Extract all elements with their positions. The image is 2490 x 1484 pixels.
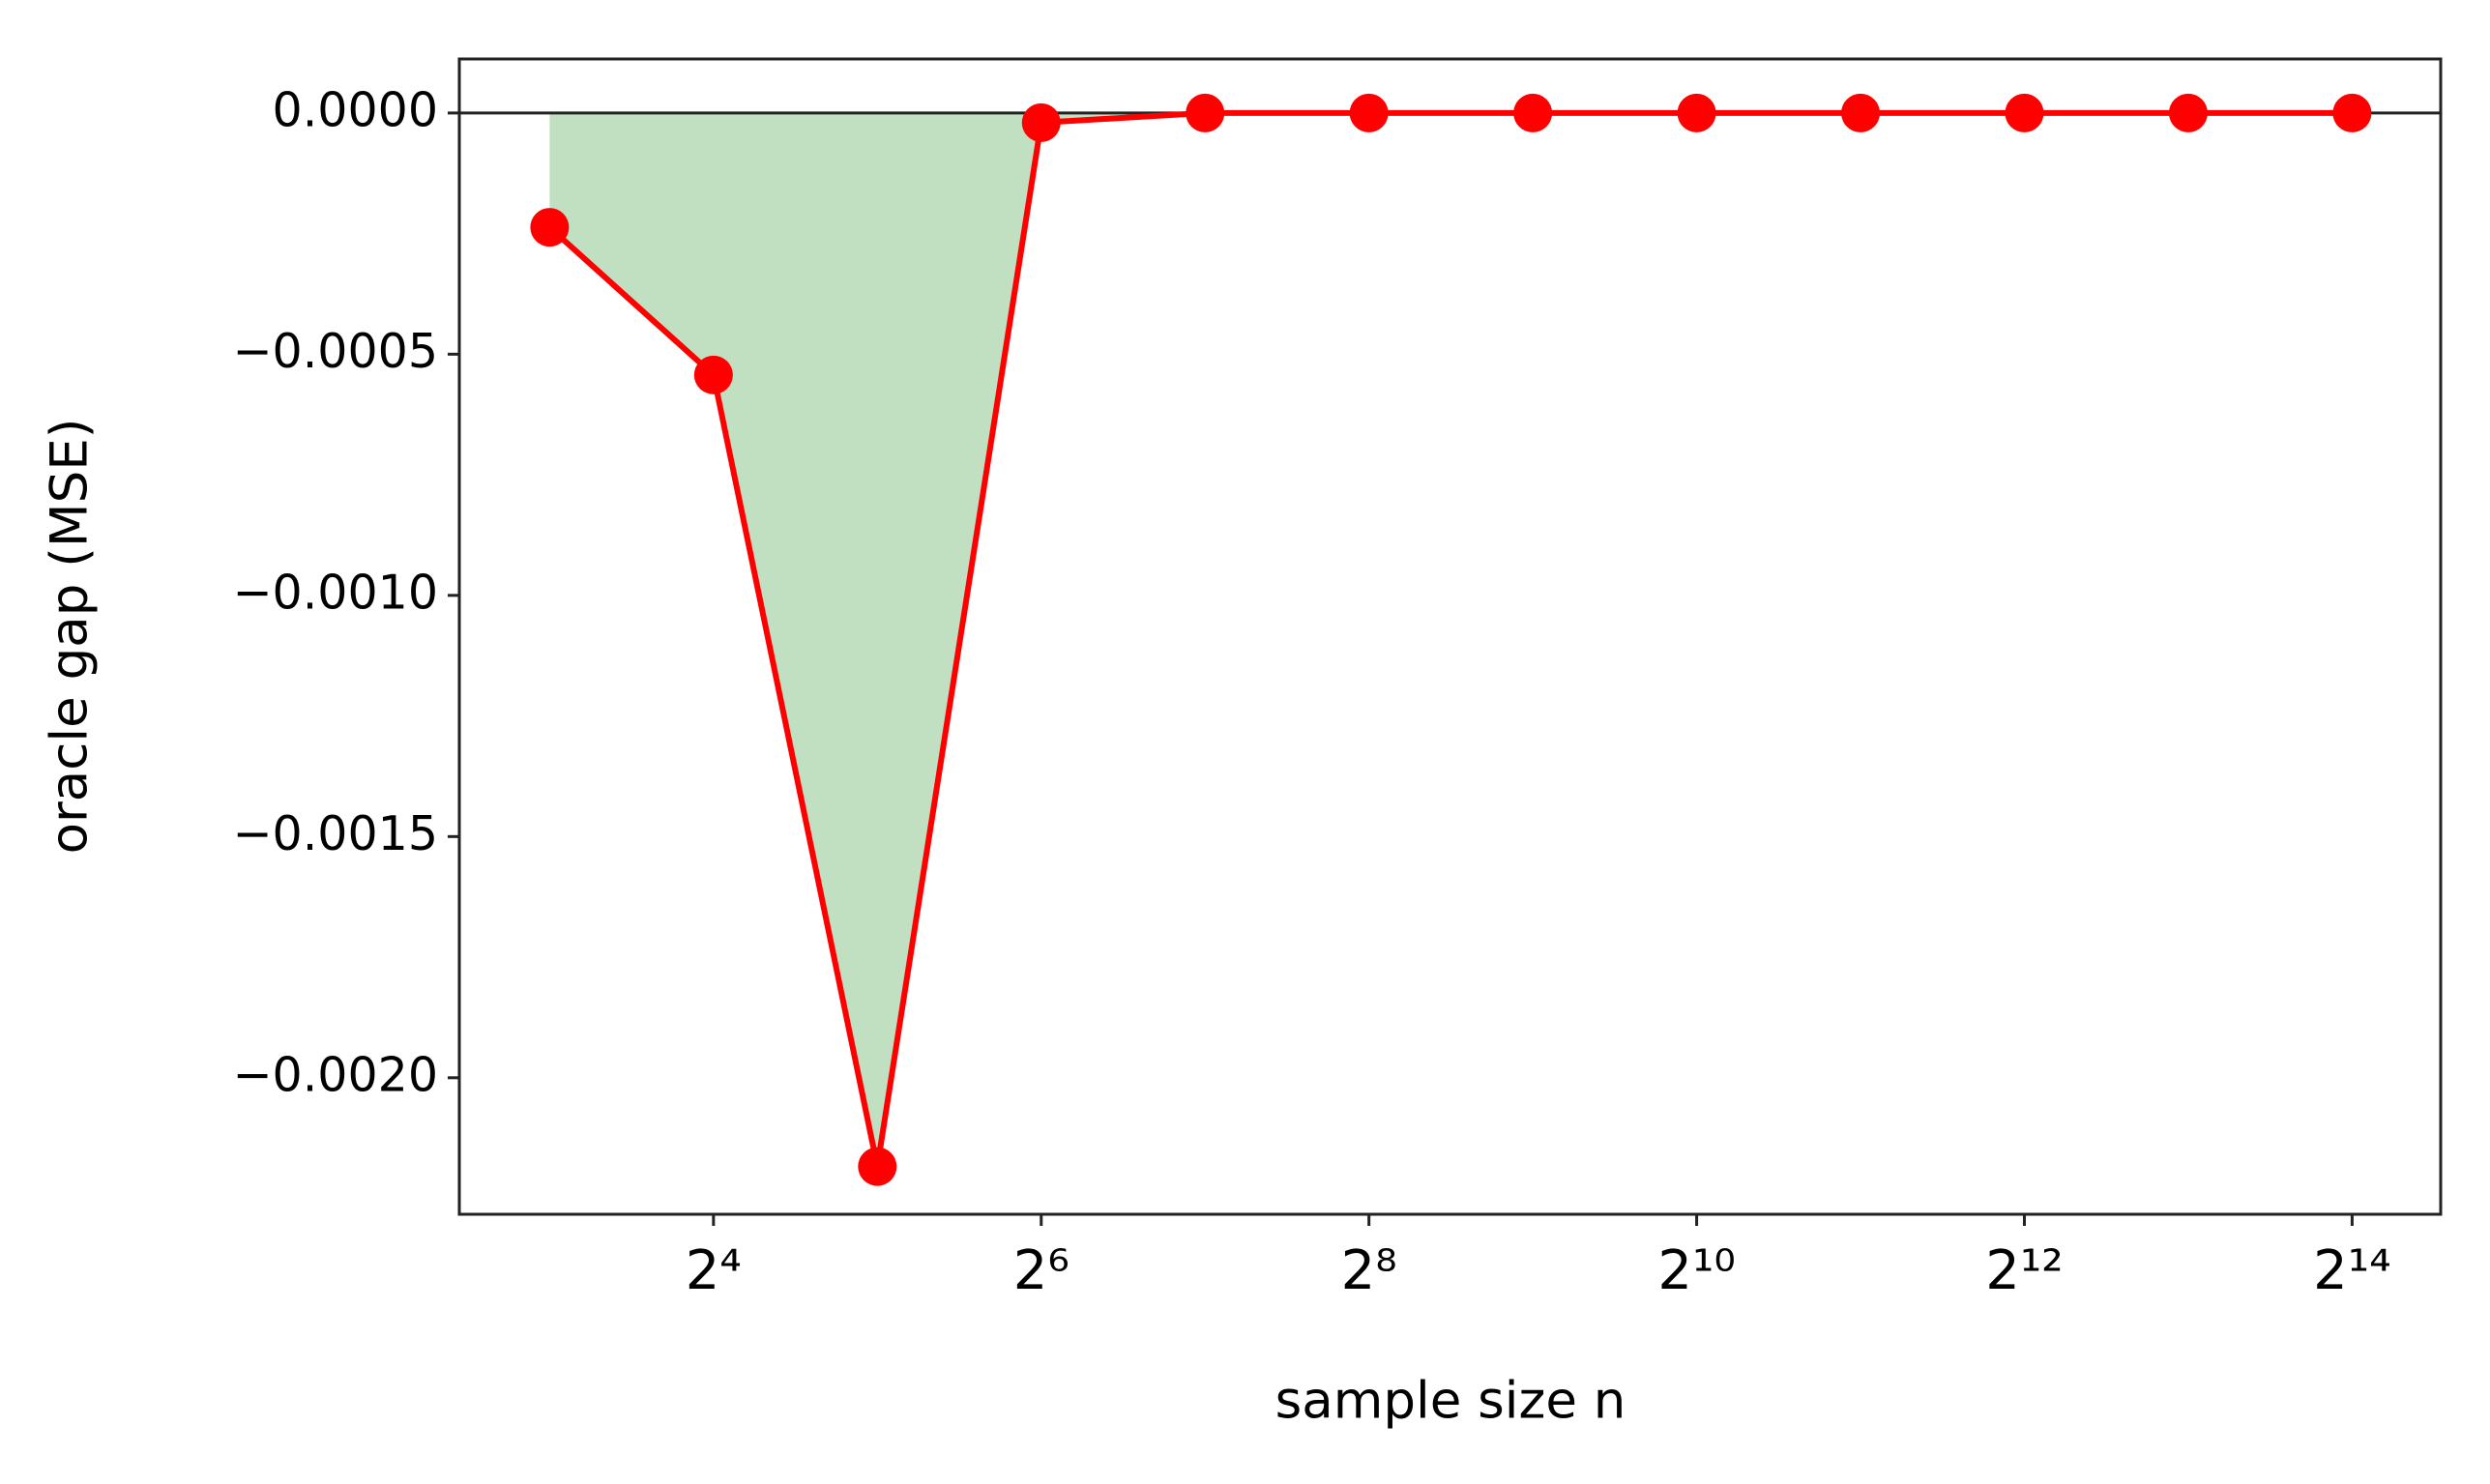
y-tick-label: −0.0005	[232, 324, 438, 379]
x-tick-label: 2¹⁰	[1657, 1239, 1736, 1302]
data-point	[858, 1147, 897, 1186]
data-point	[1513, 93, 1553, 132]
x-tick-label: 2¹²	[1985, 1239, 2064, 1302]
data-point	[530, 208, 570, 247]
data-point	[1186, 93, 1225, 132]
x-tick-label: 2¹⁴	[2313, 1239, 2391, 1302]
x-axis-label: sample size n	[1275, 1372, 1626, 1431]
data-point	[2168, 93, 2208, 132]
x-tick-label: 2⁸	[1341, 1239, 1397, 1302]
y-tick-label: −0.0015	[232, 806, 438, 861]
data-point	[1349, 93, 1389, 132]
data-point	[2005, 93, 2044, 132]
y-axis-label: oracle gap (MSE)	[41, 419, 100, 855]
x-tick-label: 2⁴	[686, 1239, 742, 1302]
fill-area	[549, 112, 2353, 1167]
y-tick-label: 0.0000	[273, 82, 438, 137]
data-point	[693, 355, 733, 394]
x-tick-label: 2⁶	[1013, 1239, 1069, 1302]
data-point	[1841, 93, 1881, 132]
data-point	[2332, 93, 2372, 132]
data-point	[1021, 102, 1061, 142]
data-point	[1677, 93, 1716, 132]
y-tick-label: −0.0020	[232, 1047, 438, 1102]
plot-frame	[457, 57, 2443, 1216]
y-tick-label: −0.0010	[232, 565, 438, 620]
series-line	[547, 109, 2353, 1168]
